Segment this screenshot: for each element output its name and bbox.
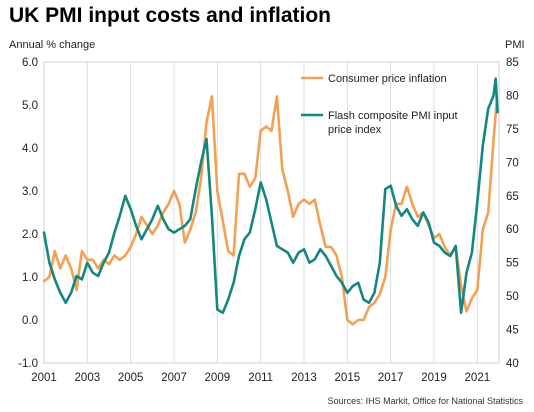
left-tick-2.0: 2.0 (22, 229, 38, 241)
x-tick-2009: 2009 (205, 372, 231, 384)
left-tick-6.0: 6.0 (22, 57, 38, 69)
right-axis-label: PMI (505, 39, 525, 51)
right-tick-85: 85 (506, 57, 519, 69)
vertical-gridlines (86, 62, 478, 363)
source-note: Sources: IHS Markit, Office for National… (327, 396, 523, 406)
right-tick-40: 40 (506, 358, 519, 370)
legend-cpi-label: Consumer price inflation (328, 73, 447, 85)
x-tick-2017: 2017 (378, 372, 404, 384)
legend: Consumer price inflation Flash composite… (301, 73, 458, 136)
series-lines (42, 77, 499, 326)
right-tick-75: 75 (506, 124, 519, 136)
right-tick-55: 55 (506, 258, 519, 270)
x-tick-2011: 2011 (248, 372, 273, 384)
right-axis-ticks: 85 80 75 70 65 60 55 50 45 40 (506, 57, 519, 370)
x-tick-2007: 2007 (161, 372, 187, 384)
x-tick-2001: 2001 (31, 372, 57, 384)
x-tick-2005: 2005 (118, 372, 144, 384)
cpi-line (42, 95, 499, 326)
right-tick-60: 60 (506, 224, 519, 236)
left-tick-4.0: 4.0 (22, 143, 38, 155)
left-tick-5.0: 5.0 (22, 100, 38, 112)
right-tick-50: 50 (506, 291, 519, 303)
right-tick-45: 45 (506, 325, 519, 337)
legend-pmi-label-line2: price index (328, 124, 382, 136)
left-axis-ticks: 6.0 5.0 4.0 3.0 2.0 1.0 0.0 -1.0 (18, 57, 38, 370)
x-tick-2003: 2003 (75, 372, 101, 384)
left-tick-0.0: 0.0 (22, 315, 38, 327)
x-tick-2019: 2019 (421, 372, 447, 384)
right-tick-65: 65 (506, 191, 519, 203)
pmi-line (42, 77, 499, 315)
legend-pmi-label: Flash composite PMI input price index (328, 110, 458, 136)
left-axis-label: Annual % change (9, 39, 96, 51)
legend-pmi-label-line1: Flash composite PMI input (328, 110, 458, 122)
x-axis-ticks: 2001 2003 2005 2007 2009 2011 2013 2015 2017 2019… (31, 372, 490, 384)
right-tick-80: 80 (506, 90, 519, 102)
chart-title: UK PMI input costs and inflation (9, 4, 331, 27)
left-tick-3.0: 3.0 (22, 186, 38, 198)
x-tick-2015: 2015 (335, 372, 361, 384)
right-tick-70: 70 (506, 157, 519, 169)
left-tick-1.0: 1.0 (22, 272, 38, 284)
x-tick-2021: 2021 (465, 372, 491, 384)
left-tick--1.0: -1.0 (18, 358, 38, 370)
plot-frame (43, 61, 500, 364)
x-tick-2013: 2013 (291, 372, 317, 384)
